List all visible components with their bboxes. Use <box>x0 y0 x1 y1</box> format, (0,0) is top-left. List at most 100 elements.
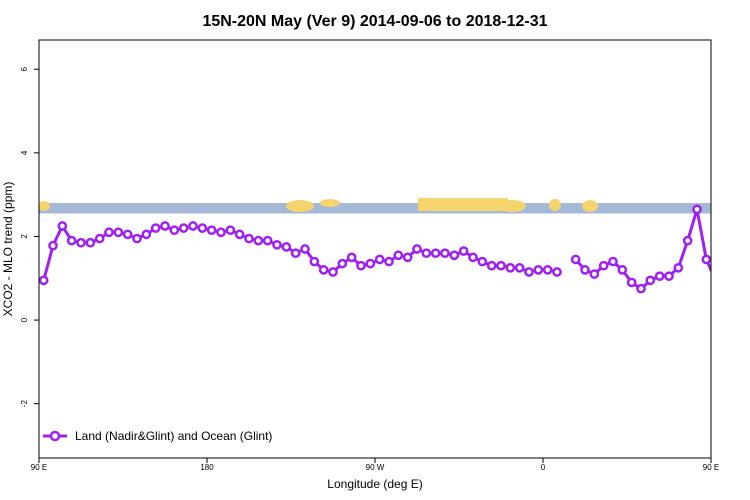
data-point <box>393 250 404 261</box>
land-ocean-band <box>39 198 711 214</box>
data-point <box>645 275 656 286</box>
land-patch <box>418 198 508 211</box>
data-point <box>365 258 376 269</box>
data-point <box>740 237 747 244</box>
x-tick-label: 0 <box>541 463 546 472</box>
data-point <box>421 248 432 259</box>
y-tick-label: 0 <box>20 317 29 322</box>
data-point <box>66 235 77 246</box>
data-point <box>337 258 348 269</box>
data-point <box>76 237 86 248</box>
y-axis: -2 0 2 4 6 <box>20 66 39 407</box>
x-axis: 90 E 180 90 W 0 90 E <box>31 458 719 472</box>
data-point <box>290 248 301 259</box>
data-point <box>524 267 534 277</box>
data-point <box>412 244 422 254</box>
data-point <box>197 223 208 233</box>
data-point <box>328 267 338 277</box>
y-tick-label: -2 <box>20 400 29 408</box>
y-tick-label: 4 <box>20 150 29 155</box>
data-point <box>234 229 245 240</box>
legend-marker <box>49 430 61 442</box>
data-point <box>598 260 609 271</box>
data-point <box>617 265 628 275</box>
data-point <box>160 221 170 231</box>
data-point <box>440 248 450 259</box>
x-tick-label: 90 E <box>31 463 47 472</box>
series-layer <box>39 204 747 294</box>
data-point <box>636 283 646 294</box>
data-point <box>692 204 702 215</box>
data-point <box>721 242 728 249</box>
data-point <box>262 235 273 246</box>
y-tick-label: 6 <box>20 66 29 71</box>
data-point <box>318 265 329 275</box>
land-patch <box>498 200 526 212</box>
data-point <box>216 227 226 238</box>
land-patch <box>549 199 561 211</box>
data-point <box>449 250 460 261</box>
data-point <box>468 252 478 263</box>
data-point <box>104 227 114 238</box>
data-point <box>505 262 516 273</box>
data-point <box>48 240 58 251</box>
x-tick-label: 90 E <box>703 463 719 472</box>
y-tick-label: 2 <box>20 234 29 239</box>
data-point <box>178 223 189 233</box>
data-point <box>430 248 441 259</box>
x-tick-label: 180 <box>200 463 214 472</box>
data-point <box>309 256 320 267</box>
data-point <box>682 235 693 246</box>
data-point <box>346 252 357 263</box>
y-axis-label: XCO2 - MLO trend (ppm) <box>1 182 15 317</box>
data-point <box>542 265 553 275</box>
data-point <box>589 269 600 279</box>
data-point <box>608 256 618 267</box>
data-point <box>85 237 96 248</box>
legend-label: Land (Nadir&Glint) and Ocean (Glint) <box>75 429 272 443</box>
data-point <box>169 225 180 236</box>
data-point <box>664 271 674 282</box>
data-point <box>122 229 133 240</box>
data-point <box>94 233 105 244</box>
data-point <box>402 252 413 263</box>
data-point <box>710 279 711 282</box>
data-point <box>281 242 292 252</box>
data-point <box>477 256 488 267</box>
x-tick-label: 90 W <box>366 463 385 472</box>
data-point <box>132 233 142 244</box>
data-point <box>356 260 366 271</box>
land-patch <box>320 199 340 207</box>
x-axis-label: Longitude (deg E) <box>327 477 422 491</box>
land-patch <box>582 200 598 212</box>
data-point <box>150 223 161 233</box>
ocean-band <box>39 203 711 214</box>
legend: Land (Nadir&Glint) and Ocean (Glint) <box>43 429 272 443</box>
land-patch <box>39 201 50 211</box>
data-point <box>570 254 581 265</box>
data-point <box>141 229 152 240</box>
series-line <box>574 207 711 291</box>
data-point <box>626 277 637 288</box>
data-point <box>206 225 217 236</box>
data-point <box>39 275 49 286</box>
data-point <box>486 260 497 271</box>
data-point <box>113 227 124 238</box>
data-point <box>533 265 544 275</box>
data-point <box>701 254 711 265</box>
land-patch <box>291 206 301 212</box>
data-point <box>374 254 385 265</box>
chart-title: 15N-20N May (Ver 9) 2014-09-06 to 2018-1… <box>202 13 547 30</box>
data-point <box>57 221 68 231</box>
data-point <box>673 262 684 273</box>
data-point <box>272 239 282 250</box>
data-point <box>458 246 469 256</box>
data-point <box>654 271 665 282</box>
data-point <box>384 256 394 267</box>
data-point <box>731 222 738 229</box>
plot-frame <box>38 39 712 459</box>
data-point <box>253 235 264 246</box>
data-point <box>496 260 506 271</box>
data-point <box>300 244 310 254</box>
